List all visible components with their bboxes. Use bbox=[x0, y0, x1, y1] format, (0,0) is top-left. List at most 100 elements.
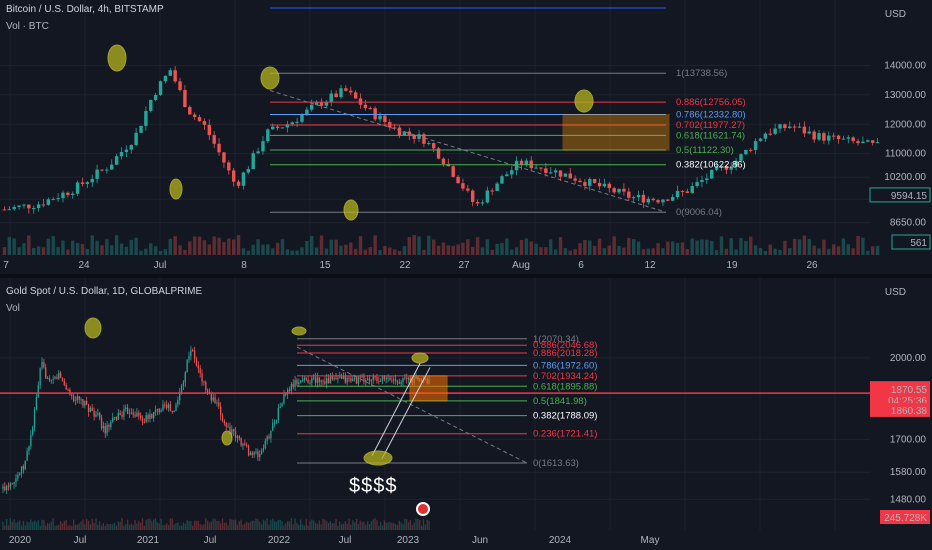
candle-body bbox=[376, 377, 378, 381]
candle-body bbox=[680, 190, 685, 192]
volume-bar bbox=[292, 524, 294, 530]
candle-body bbox=[290, 384, 293, 391]
volume-bar bbox=[67, 525, 69, 530]
candle-body bbox=[234, 431, 237, 438]
x-tick-label: 2023 bbox=[397, 535, 420, 546]
candle-body bbox=[313, 377, 315, 379]
candle-body bbox=[266, 436, 268, 441]
candle-body bbox=[363, 104, 368, 109]
volume-bar bbox=[398, 520, 400, 530]
volume-bar bbox=[121, 518, 123, 530]
candle-body bbox=[242, 443, 244, 446]
candle-body bbox=[719, 166, 724, 168]
volume-bar bbox=[318, 520, 320, 530]
volume-bar bbox=[524, 238, 529, 255]
volume-bar bbox=[411, 525, 413, 530]
volume-bar bbox=[817, 248, 821, 255]
trend-line bbox=[296, 346, 528, 464]
candle-body bbox=[2, 486, 4, 489]
volume-bar bbox=[385, 522, 387, 530]
volume-bar bbox=[329, 239, 333, 255]
candle-body bbox=[128, 413, 131, 415]
fib-label: 0.5(1841.98) bbox=[533, 396, 587, 407]
volume-bar bbox=[188, 520, 190, 530]
volume-bar bbox=[368, 247, 372, 255]
candle-body bbox=[337, 377, 339, 380]
volume-bar bbox=[758, 248, 763, 255]
candle-body bbox=[631, 197, 636, 199]
candle-body bbox=[470, 190, 475, 202]
volume-bar bbox=[214, 518, 216, 530]
last-price-badge-bg bbox=[870, 381, 930, 408]
pane-separator[interactable] bbox=[0, 274, 932, 278]
btc-chart-pane[interactable]: 14000.00 13000.00 12000.00 11000.00 10200.00… bbox=[0, 0, 932, 274]
candle-body bbox=[214, 397, 216, 404]
volume-bar bbox=[255, 518, 257, 530]
candle-body bbox=[324, 101, 329, 106]
volume-bar bbox=[253, 520, 255, 530]
x-tick-label: 7 bbox=[3, 260, 9, 271]
candle-body bbox=[231, 170, 236, 182]
candle-body bbox=[311, 378, 313, 383]
candle-body bbox=[817, 133, 821, 140]
volume-bar bbox=[85, 248, 90, 255]
volume-bar bbox=[99, 521, 101, 530]
candle-body bbox=[36, 204, 41, 209]
candle-body bbox=[372, 376, 374, 381]
gold-chart-svg[interactable]: 2000.00 1700.00 1580.00 1480.00 USD 2020 Jul 20… bbox=[0, 278, 932, 550]
gold-chart-pane[interactable]: 2000.00 1700.00 1580.00 1480.00 USD 2020 Jul 20… bbox=[0, 278, 932, 550]
candle-body bbox=[247, 445, 250, 456]
volume-bar bbox=[149, 243, 153, 255]
volume-bar bbox=[831, 244, 836, 255]
volume-bar bbox=[856, 235, 860, 255]
btc-chart-svg[interactable]: 14000.00 13000.00 12000.00 11000.00 10200.00… bbox=[0, 0, 932, 274]
volume-bar bbox=[156, 522, 159, 530]
volume-bar bbox=[417, 518, 419, 530]
candle-body bbox=[749, 149, 753, 151]
volume-bar bbox=[22, 243, 26, 255]
volume-bar bbox=[63, 520, 65, 530]
candle-body bbox=[124, 149, 129, 153]
volume-bar bbox=[505, 238, 509, 255]
volume-bar bbox=[175, 523, 177, 530]
candle-body bbox=[436, 148, 441, 159]
candle-body bbox=[627, 191, 631, 198]
volume-bar bbox=[749, 236, 753, 255]
volume-bar bbox=[236, 524, 239, 530]
us-flag-icon[interactable] bbox=[416, 502, 430, 516]
volume-bar bbox=[724, 248, 729, 255]
volume-bar bbox=[597, 238, 602, 255]
candle-body bbox=[99, 413, 101, 418]
volume-bar bbox=[427, 235, 431, 255]
volume-bar bbox=[409, 519, 412, 530]
candle-body bbox=[361, 376, 363, 378]
volume-bar bbox=[7, 525, 10, 530]
highlight-marker bbox=[291, 326, 307, 336]
candle-body bbox=[178, 81, 182, 90]
volume-bar bbox=[144, 248, 148, 255]
candle-body bbox=[236, 436, 239, 438]
candle-body bbox=[812, 131, 816, 140]
candle-body bbox=[296, 379, 298, 385]
fib-label: 0.618(1895.88) bbox=[533, 381, 597, 392]
candle-body bbox=[233, 429, 235, 432]
fib-label: 0.886(2046.68) bbox=[533, 340, 597, 351]
volume-bar bbox=[186, 520, 188, 530]
candle-body bbox=[485, 190, 490, 203]
volume-bar bbox=[836, 246, 841, 255]
candle-body bbox=[97, 413, 99, 415]
volume-bar bbox=[205, 518, 207, 530]
volume-bar bbox=[393, 522, 395, 530]
volume-bar bbox=[125, 523, 127, 530]
volume-bar bbox=[768, 244, 772, 255]
volume-bar bbox=[225, 522, 227, 530]
volume-bar bbox=[841, 238, 846, 255]
candle-body bbox=[617, 188, 621, 193]
volume-bar bbox=[529, 241, 533, 255]
volume-bar bbox=[167, 525, 170, 530]
candle-body bbox=[164, 404, 166, 406]
volume-bar bbox=[394, 524, 397, 530]
candle-body bbox=[514, 160, 519, 171]
candle-body bbox=[846, 137, 851, 139]
volume-bar bbox=[164, 524, 166, 530]
